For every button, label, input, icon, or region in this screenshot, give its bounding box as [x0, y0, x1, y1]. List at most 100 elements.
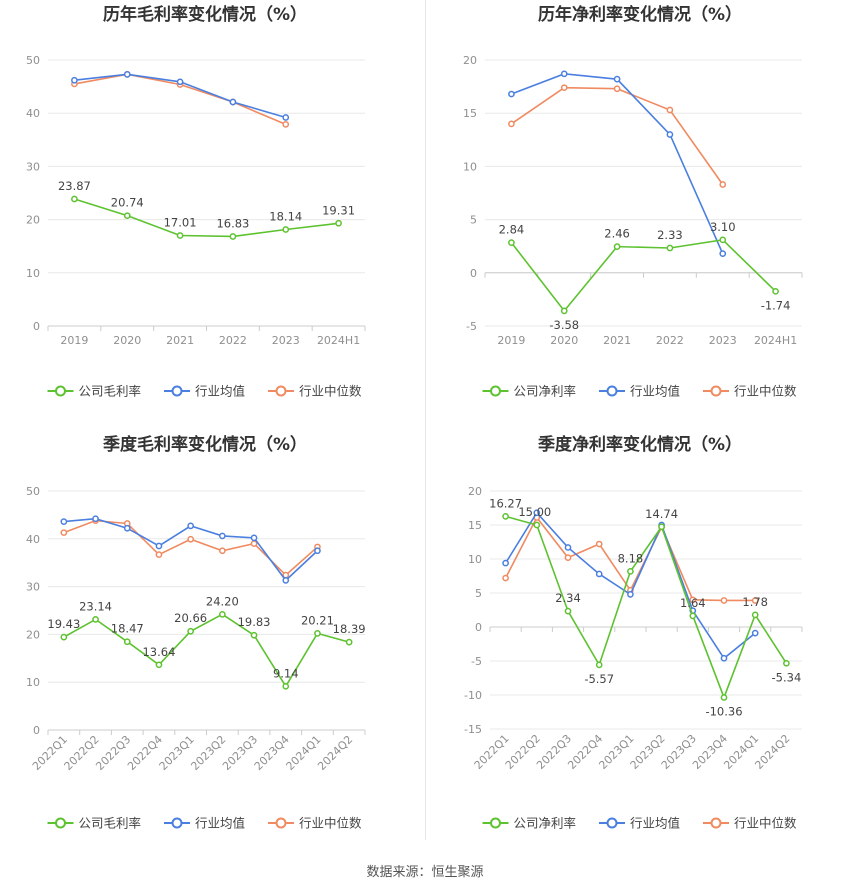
data-label: 19.31	[322, 203, 355, 217]
data-point	[345, 638, 353, 646]
y-tick-label: 40	[26, 107, 40, 120]
data-label: 19.43	[47, 617, 80, 631]
legend-marker	[171, 385, 183, 397]
data-point	[282, 121, 290, 128]
data-point	[123, 638, 131, 646]
chart-title: 历年毛利率变化情况（%）	[103, 4, 307, 25]
legend-item: 公司净利率	[482, 384, 576, 399]
legend-marker	[171, 817, 183, 829]
legend-marker	[275, 817, 287, 829]
y-tick-label: 0	[33, 724, 40, 737]
data-source-label: 数据来源：恒生聚源	[366, 865, 484, 880]
legend-item: 行业均值	[164, 384, 245, 399]
legend-label: 行业中位数	[299, 816, 362, 831]
legend-label: 公司毛利率	[79, 816, 142, 831]
data-point	[250, 631, 258, 639]
data-label: 16.83	[216, 216, 249, 230]
data-point	[71, 195, 78, 203]
y-tick-label: 0	[475, 621, 482, 634]
data-point	[666, 106, 674, 114]
data-point	[666, 131, 674, 138]
data-label: 2.46	[604, 227, 630, 241]
data-point	[502, 513, 509, 520]
data-label: 17.01	[164, 216, 197, 230]
chart-title: 季度净利率变化情况（%）	[538, 434, 742, 455]
data-label: 13.64	[142, 645, 175, 659]
x-tick-label: 2023	[272, 334, 300, 347]
data-point	[250, 540, 258, 547]
data-point	[508, 239, 515, 246]
data-point	[282, 226, 290, 233]
y-tick-label: 10	[463, 160, 477, 173]
legend-marker	[55, 385, 66, 397]
data-point	[71, 76, 78, 84]
data-point	[751, 597, 759, 604]
data-label: -1.74	[761, 298, 791, 312]
chart-0: 历年毛利率变化情况（%） 0 10 20 30 40 50 2019 2020 2021 2022 2…	[26, 4, 366, 399]
legend-item: 行业中位数	[703, 816, 797, 831]
legend-marker	[606, 385, 618, 397]
data-point	[689, 612, 697, 620]
data-point	[92, 515, 99, 523]
data-label: -10.36	[705, 704, 742, 718]
data-point	[689, 596, 697, 604]
y-tick-label: 5	[475, 587, 482, 600]
y-tick-label: 20	[463, 54, 477, 67]
data-label: 20.74	[111, 196, 144, 210]
legend-marker	[606, 817, 618, 829]
data-point	[508, 90, 515, 98]
legend-label: 行业均值	[630, 384, 680, 399]
data-label: 20.21	[301, 613, 334, 627]
data-point	[176, 78, 184, 86]
chart-1: 历年净利率变化情况（%） -5 0 5 10 15 20 2019 2020 2021 2022 20…	[463, 4, 803, 399]
data-point	[783, 659, 790, 667]
data-point	[560, 84, 568, 92]
x-tick-label: 2022	[219, 334, 247, 347]
data-point	[219, 547, 226, 555]
y-tick-label: 30	[26, 581, 40, 594]
data-point	[564, 544, 572, 551]
chart-3: 季度净利率变化情况（%）-15-10-5051015202022Q12022Q2…	[464, 434, 803, 831]
y-tick-label: 10	[468, 553, 482, 566]
legend-label: 行业中位数	[734, 384, 797, 399]
data-label: 8.18	[618, 551, 644, 565]
data-label: 2.84	[499, 223, 525, 237]
y-tick-label: 50	[26, 54, 40, 67]
legend-label: 公司毛利率	[79, 384, 142, 399]
data-point	[533, 521, 541, 529]
data-label: 16.27	[489, 496, 522, 510]
x-tick-label: 2023	[709, 334, 737, 347]
x-tick-label: 2019	[497, 334, 525, 347]
data-point	[595, 540, 603, 548]
data-point	[123, 212, 131, 220]
y-tick-label: 0	[470, 267, 477, 280]
series-line-0	[63, 613, 350, 688]
data-point	[595, 570, 603, 578]
chart-title: 历年净利率变化情况（%）	[538, 4, 742, 25]
data-label: 14.74	[645, 507, 678, 521]
data-label: 15.00	[518, 505, 551, 519]
x-tick-label: 2019	[60, 334, 88, 347]
data-point	[282, 114, 290, 121]
x-tick-label: 2022	[656, 334, 684, 347]
data-point	[219, 532, 226, 540]
legend-label: 行业均值	[630, 816, 680, 831]
data-point	[658, 523, 665, 531]
chart-2: 季度毛利率变化情况（%）010203040502022Q12022Q22022Q…	[26, 434, 366, 831]
data-point	[564, 554, 572, 561]
data-point	[155, 551, 163, 558]
legend-label: 行业中位数	[299, 384, 362, 399]
data-point	[613, 85, 621, 93]
data-label: -5.34	[772, 670, 802, 684]
data-point	[502, 574, 509, 582]
data-label: -5.57	[584, 672, 614, 686]
series-line-0	[505, 515, 788, 700]
y-tick-label: 50	[26, 485, 40, 498]
x-tick-label: 2024H1	[754, 334, 797, 347]
data-point	[666, 244, 674, 252]
y-tick-label: 20	[468, 485, 482, 498]
y-tick-label: 15	[463, 107, 477, 120]
legend-marker	[490, 817, 501, 829]
data-point	[613, 75, 621, 83]
